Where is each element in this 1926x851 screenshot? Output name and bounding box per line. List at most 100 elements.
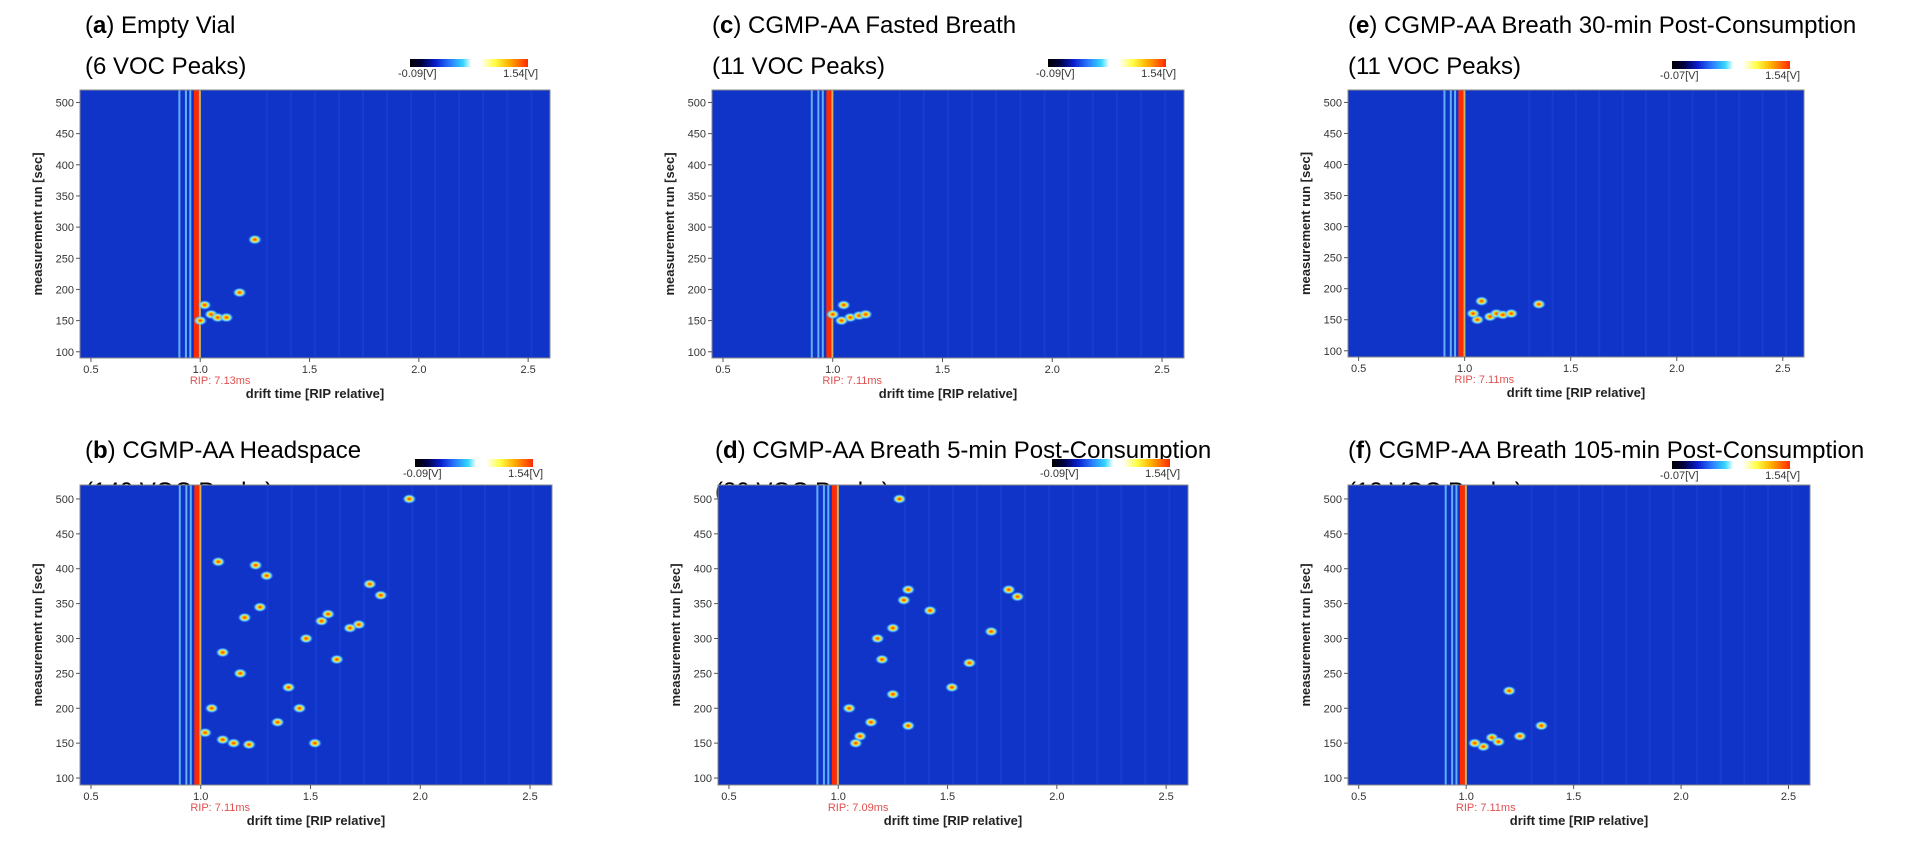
pre-rip-line [1455, 485, 1458, 785]
panel-letter: c [720, 12, 734, 39]
y-tick-label: 150 [1324, 738, 1342, 750]
plot-frame [1347, 484, 1811, 786]
x-tick-label: 2.0 [1669, 363, 1684, 375]
y-tick-label: 150 [1324, 315, 1342, 327]
voc-peak [870, 633, 885, 644]
background-streak [1043, 90, 1046, 358]
panel-letter: d [723, 437, 738, 464]
background-streak [337, 90, 340, 358]
pre-rip-line [810, 90, 813, 358]
y-axis-label: measurement run [sec] [1298, 152, 1313, 295]
background-streak [995, 90, 998, 358]
background-streak [1115, 90, 1118, 358]
background-streak [971, 90, 974, 358]
x-axis-label: drift time [RIP relative] [1510, 813, 1648, 828]
background-streak [975, 485, 978, 785]
y-tick-label: 100 [1324, 346, 1342, 358]
x-tick-label: 0.5 [721, 791, 736, 803]
x-tick-label: 1.0 [825, 364, 840, 376]
background-streak [1530, 485, 1533, 785]
pre-rip-line [817, 90, 820, 358]
x-tick-label: 1.0 [1457, 363, 1472, 375]
background-streak [1714, 90, 1717, 357]
x-tick-label: 2.5 [1781, 791, 1796, 803]
pre-rip-line [1454, 90, 1457, 357]
panel-letter: e [1356, 12, 1370, 39]
y-tick-label: 450 [694, 529, 712, 541]
x-tick-label: 0.5 [715, 364, 730, 376]
plot-frame [717, 484, 1189, 786]
x-tick-label: 0.5 [1351, 791, 1366, 803]
voc-peak [259, 570, 274, 581]
voc-peak [362, 579, 377, 590]
peaks-count-label: (11 VOC Peaks) [712, 53, 885, 80]
rip-label: RIP: 7.09ms [828, 802, 889, 814]
background-streak [927, 485, 930, 785]
background-streak [530, 90, 533, 358]
y-tick-label: 300 [56, 633, 74, 645]
y-tick-label: 200 [688, 284, 706, 296]
background-streak [1761, 90, 1764, 357]
voc-peak [253, 602, 268, 613]
background-streak [1625, 485, 1628, 785]
y-axis-label: measurement run [sec] [662, 152, 677, 295]
panel-title: (e) CGMP-AA Breath 30-min Post-Consumpti… [1348, 12, 1857, 39]
rip-line [826, 90, 832, 358]
pre-rip-line [1443, 90, 1446, 357]
voc-peak [219, 312, 234, 323]
background-streak [386, 90, 389, 358]
background-streak [1598, 90, 1601, 357]
background-streak [1048, 485, 1051, 785]
voc-peak [204, 703, 219, 714]
background-streak [508, 485, 511, 785]
y-tick-label: 150 [56, 316, 74, 328]
voc-peak [885, 623, 900, 634]
rip-line-halo [836, 485, 839, 785]
y-tick-label: 350 [56, 191, 74, 203]
pre-rip-line [185, 485, 188, 785]
x-tick-label: 1.0 [1459, 791, 1474, 803]
colorbar-max: 1.54[V] [1141, 68, 1176, 80]
voc-peak [1474, 296, 1489, 307]
x-tick-label: 0.5 [1351, 363, 1366, 375]
voc-peak [825, 309, 840, 320]
panel-letter: a [93, 12, 107, 39]
background-streak [411, 485, 414, 785]
y-tick-label: 100 [56, 347, 74, 359]
pre-rip-line [189, 90, 192, 358]
y-tick-label: 250 [688, 253, 706, 265]
voc-peak [248, 560, 263, 571]
colorbar: -0.07[V] 1.54[V] [1660, 461, 1800, 483]
colorbar-max: 1.54[V] [503, 68, 538, 80]
y-tick-label: 250 [1324, 668, 1342, 680]
voc-peak [281, 682, 296, 693]
y-tick-label: 100 [1324, 773, 1342, 785]
y-tick-label: 200 [56, 284, 74, 296]
background-streak [1168, 485, 1171, 785]
voc-peak [1010, 591, 1025, 602]
pre-rip-line [178, 485, 181, 785]
voc-peak [1504, 308, 1519, 319]
voc-peak [307, 738, 322, 749]
y-tick-label: 200 [1324, 703, 1342, 715]
pre-rip-line [189, 485, 192, 785]
rip-line [1459, 485, 1465, 785]
background-streak [363, 485, 366, 785]
colorbar-gradient [1672, 61, 1790, 69]
colorbar: -0.09[V] 1.54[V] [403, 459, 543, 481]
y-tick-label: 350 [1324, 191, 1342, 203]
y-tick-label: 250 [56, 253, 74, 265]
background-streak [289, 90, 292, 358]
voc-peak [1491, 736, 1506, 747]
y-axis-label: measurement run [sec] [1298, 563, 1313, 706]
plot-frame [1347, 89, 1805, 358]
rip-line [831, 485, 837, 785]
rip-line [1458, 90, 1464, 357]
panel-title-text: ) Empty Vial [106, 12, 236, 39]
y-tick-label: 350 [56, 599, 74, 611]
voc-peak [1502, 685, 1517, 696]
colorbar: -0.09[V] 1.54[V] [1040, 459, 1180, 481]
voc-peak [834, 315, 849, 326]
background-streak [903, 485, 906, 785]
voc-peak [233, 668, 248, 679]
